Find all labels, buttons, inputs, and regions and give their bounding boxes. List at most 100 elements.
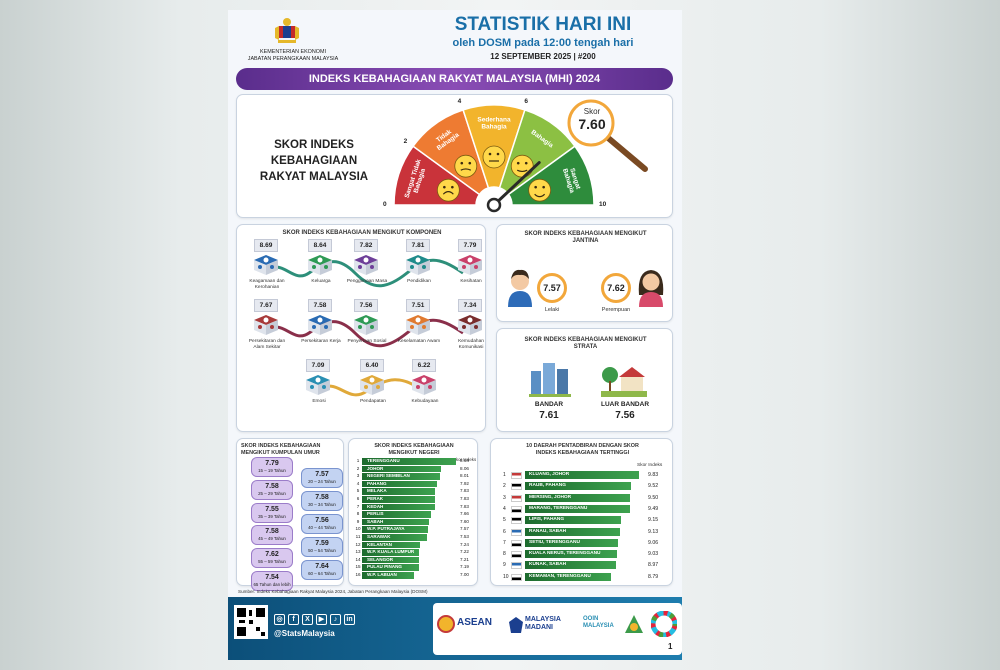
component-score: 7.09 [306,359,330,372]
emoji-face-icon [482,145,506,169]
age-group-range: 15 – 19 Tahun [258,468,286,473]
age-title: SKOR INDEKS KEBAHAGIAAN MENGIKUT KUMPULA… [241,443,321,456]
city-buildings-icon [529,363,571,397]
state-score: 7.83 [460,488,469,494]
component-cube-icon [412,375,436,395]
age-group-score: 7.58 [315,494,329,502]
component-cube-icon [360,375,384,395]
state-row: 10 W.P. PUTRAJAYA 7.57 [354,526,474,533]
urban-label: BANDAR [534,401,564,408]
districts-title: 10 DAERAH PENTADBIRAN DENGAN SKOR INDEKS… [526,443,639,456]
district-score: 8.97 [648,562,659,569]
component-label: Persekitaran dan Alam Sekitar [248,339,286,350]
age-group-score: 7.59 [315,539,329,547]
district-score: 9.13 [648,528,659,535]
component-label: Penyertaan Sosial [347,339,387,344]
female-avatar-icon [638,270,664,307]
age-group-score: 7.62 [265,551,279,559]
magnifier-icon [567,99,648,172]
page-title: STATISTIK HARI INI [454,14,632,35]
state-row: 1 TERENGGANU 8.64 [354,458,474,465]
district-bar: LIPIS, PAHANG [525,516,621,525]
district-bar: KLUANG, JOHOR [525,471,639,479]
instagram-icon[interactable]: ◎ [274,614,285,625]
issue-date: 12 SEPTEMBER 2025 | #200 [490,52,596,61]
age-group-pill: 7.56 40 – 44 Tahun [301,514,343,534]
facebook-icon[interactable]: f [288,614,299,625]
district-rank: 8 [503,551,506,558]
gauge-needle [492,161,541,207]
age-group-range: 20 – 24 Tahun [308,479,336,485]
component-cube-icon [308,255,332,275]
madani-emblem-icon [509,617,523,633]
component-score: 8.64 [308,239,332,252]
sdg-wheel-icon [651,611,677,637]
district-row: 4 MARANG, TERENGGANU 9.49 [503,504,673,515]
component-label: Keselamatan Awam [397,339,441,344]
state-row: 11 SARAWAK 7.53 [354,534,474,541]
header: KEMENTERIAN EKONOMI JABATAN PERANGKAAN M… [228,10,682,68]
state-rank: 5 [356,488,360,494]
district-score: 9.06 [648,539,659,546]
state-flag-icon [511,517,522,525]
age-group-pill: 7.64 60 – 64 Tahun [301,559,343,580]
state-score: 7.21 [460,556,469,562]
age-group-score: 7.58 [265,528,279,536]
state-row: 16 W.P. LABUAN 7.00 [354,572,474,579]
state-rank: 9 [356,518,360,524]
component-cube-icon [354,315,378,335]
district-row: 3 MERSING, JOHOR 9.50 [503,493,673,504]
state-bar: KELANTAN [362,541,420,549]
state-flag-icon [511,562,522,570]
states-score-header: Skor Indeks [453,457,477,462]
component-score: 7.51 [406,299,430,312]
age-group-range: 55 – 59 Tahun [258,559,286,565]
component-label: Persekitaran Kerja [301,339,341,344]
components-title: SKOR INDEKS KEBAHAGIAAN MENGIKUT KOMPONE… [282,230,442,236]
state-score: 7.92 [460,480,469,486]
state-bar: W.P. LABUAN [362,572,414,579]
state-rank: 3 [356,473,360,479]
district-rank: 5 [503,517,506,524]
state-bar: JOHOR [362,465,442,473]
age-group-pill: 7.62 55 – 59 Tahun [251,548,293,569]
state-bar: SABAH [362,518,430,526]
ministry-name: KEMENTERIAN EKONOMI [260,49,326,55]
age-group-range: 35 – 39 Tahun [258,513,286,519]
state-flag-icon [511,551,522,559]
male-label: Lelaki [544,307,560,313]
state-score: 7.53 [460,534,469,539]
component-cube-icon [406,255,430,275]
state-row: 12 KELANTAN 7.24 [354,541,474,549]
district-row: 2 RAUB, PAHANG 9.52 [503,482,673,492]
qr-code-icon[interactable] [234,605,268,639]
state-score: 7.57 [460,526,469,532]
gauge-tick: 2 [403,137,408,145]
state-bar: TERENGGANU [362,458,456,465]
district-bar: SETIU, TERENGGANU [525,538,619,547]
age-group-pill: 7.54 65 Tahun dan lebih [251,571,293,591]
district-row: 7 SETIU, TERENGGANU 9.06 [503,538,673,549]
state-score: 7.83 [460,503,469,509]
linkedin-icon[interactable]: in [344,614,355,625]
female-label: Perempuan [601,307,631,313]
age-group-range: 50 – 54 Tahun [308,547,336,553]
emoji-face-icon [436,178,460,202]
state-bar: MELAKA [362,488,436,495]
district-rank: 2 [503,483,506,490]
state-score: 8.64 [460,458,469,463]
youtube-icon[interactable]: ▶ [316,614,327,625]
states-title: SKOR INDEKS KEBAHAGIAAN MENGIKUT NEGERI [374,443,454,456]
tiktok-icon[interactable]: ♪ [330,614,341,625]
district-rank: 9 [503,562,506,569]
gauge-tick: 6 [524,98,528,106]
age-group-pill: 7.58 45 – 49 Tahun [251,525,293,546]
strata-title: SKOR INDEKS KEBAHAGIAAN MENGIKUT STRATA [524,337,647,350]
age-group-score: 7.54 [265,574,279,581]
component-score: 7.79 [458,239,482,252]
social-handle[interactable]: @StatsMalaysia [274,629,335,638]
component-label: Pendapatan [360,399,386,404]
age-group-score: 7.56 [315,517,329,524]
x-twitter-icon[interactable]: X [302,614,313,625]
district-score: 9.49 [648,505,659,512]
